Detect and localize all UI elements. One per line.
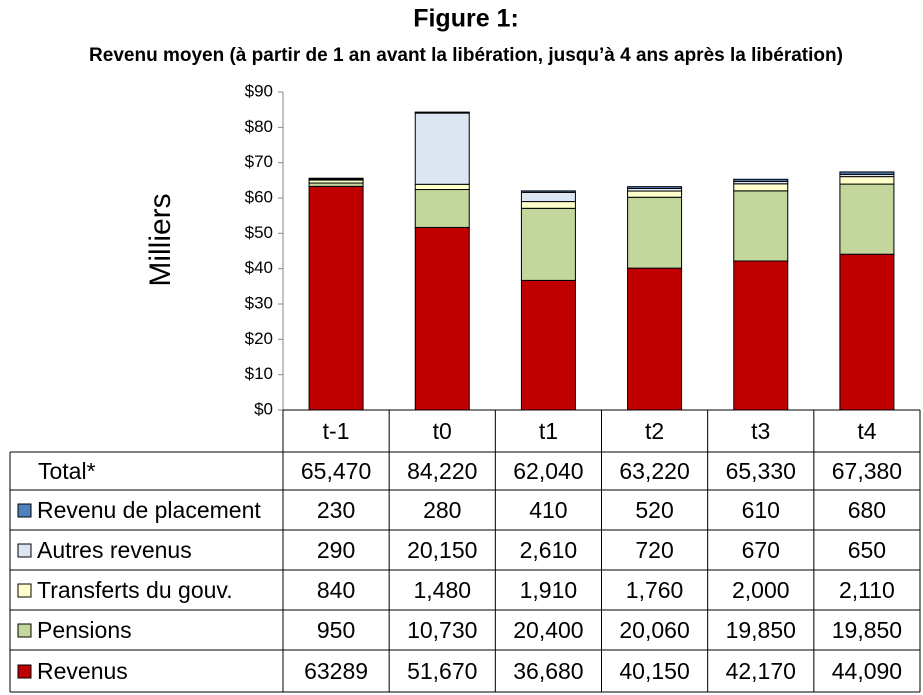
table-cell: 44,090	[832, 658, 902, 684]
table-cell: 610	[742, 497, 780, 523]
bar-segment	[839, 253, 895, 411]
bar-segment	[733, 260, 789, 411]
table-cell: 84,220	[407, 458, 477, 484]
y-tick-label: $90	[245, 81, 273, 100]
table-cell: 63289	[304, 658, 368, 684]
table-cell: 42,170	[726, 658, 796, 684]
table-cell: 290	[317, 537, 355, 563]
bar-segment	[308, 185, 364, 411]
bar-segment	[414, 111, 470, 114]
bar-segment	[414, 112, 470, 185]
legend-swatch	[17, 623, 32, 638]
table-cell: 36,680	[513, 658, 583, 684]
table-cell: 1,480	[413, 577, 471, 603]
bar-segment	[839, 171, 895, 175]
bar-segment	[520, 201, 576, 209]
bar-segment	[733, 178, 789, 182]
table-cell: 1,910	[520, 577, 578, 603]
bar-segment	[627, 186, 683, 189]
bar-segment	[627, 267, 683, 411]
table-cell: 280	[423, 497, 461, 523]
table-cell: 65,330	[726, 458, 796, 484]
bar-segment	[520, 279, 576, 411]
bar-segment	[839, 176, 895, 185]
table-cell: 950	[317, 617, 355, 643]
legend-swatch	[17, 664, 32, 679]
table-cell: 19,850	[832, 617, 902, 643]
y-axis-label: Milliers	[144, 193, 177, 286]
table-cell: 520	[635, 497, 673, 523]
table-cell: 410	[529, 497, 567, 523]
table-cell: 840	[317, 577, 355, 603]
y-tick-label: $50	[245, 223, 273, 242]
x-tick-label: t2	[645, 418, 664, 444]
table-cell: 20,400	[513, 617, 583, 643]
bar-segment	[520, 191, 576, 203]
table-cell: 62,040	[513, 458, 583, 484]
bar-segment	[627, 190, 683, 198]
table-cell: 2,110	[839, 577, 895, 603]
chart-title: Figure 1:	[413, 5, 519, 33]
legend-label: Autres revenus	[37, 537, 192, 563]
bar-segment	[414, 183, 470, 191]
x-tick-label: t-1	[323, 418, 350, 444]
bar-segment	[733, 190, 789, 262]
table-cell: 230	[317, 497, 355, 523]
bar-segment	[308, 177, 364, 180]
y-tick-label: $0	[254, 399, 273, 418]
legend-swatch	[17, 543, 32, 558]
chart-subtitle: Revenu moyen (à partir de 1 an avant la …	[89, 45, 843, 66]
y-tick-label: $40	[245, 258, 273, 277]
bar-segment	[414, 226, 470, 411]
table-row-header: Total*	[38, 458, 96, 484]
y-tick-label: $10	[245, 364, 273, 383]
bar-segment	[520, 207, 576, 281]
y-tick-label: $20	[245, 329, 273, 348]
bar-segment	[520, 190, 576, 193]
y-tick-label: $30	[245, 293, 273, 312]
table-cell: 2,000	[732, 577, 790, 603]
x-tick-label: t3	[751, 418, 770, 444]
legend-label: Revenus	[37, 658, 128, 684]
legend-label: Revenu de placement	[37, 497, 261, 523]
table-cell: 19,850	[726, 617, 796, 643]
table-cell: 2,610	[520, 537, 578, 563]
table-cell: 67,380	[832, 458, 902, 484]
bar-segment	[414, 189, 470, 228]
table-cell: 40,150	[619, 658, 689, 684]
legend-label: Pensions	[37, 617, 132, 643]
table-cell: 51,670	[407, 658, 477, 684]
table-cell: 63,220	[619, 458, 689, 484]
legend-swatch	[17, 503, 32, 518]
table-cell: 1,760	[626, 577, 684, 603]
table-cell: 650	[848, 537, 886, 563]
bar-segment	[627, 196, 683, 269]
table-cell: 720	[635, 537, 673, 563]
table-cell: 65,470	[301, 458, 371, 484]
legend-swatch	[17, 583, 32, 598]
y-tick-label: $70	[245, 152, 273, 171]
table-cell: 20,150	[407, 537, 477, 563]
table-cell: 10,730	[407, 617, 477, 643]
bar-segment	[733, 183, 789, 192]
table-cell: 680	[848, 497, 886, 523]
y-tick-label: $80	[245, 117, 273, 136]
x-tick-label: t4	[857, 418, 876, 444]
legend-label: Transferts du gouv.	[37, 577, 233, 603]
table-cell: 670	[742, 537, 780, 563]
x-tick-label: t1	[539, 418, 558, 444]
table-cell: 20,060	[619, 617, 689, 643]
x-tick-label: t0	[433, 418, 452, 444]
y-tick-label: $60	[245, 187, 273, 206]
bar-segment	[308, 182, 364, 187]
bar-segment	[839, 183, 895, 255]
